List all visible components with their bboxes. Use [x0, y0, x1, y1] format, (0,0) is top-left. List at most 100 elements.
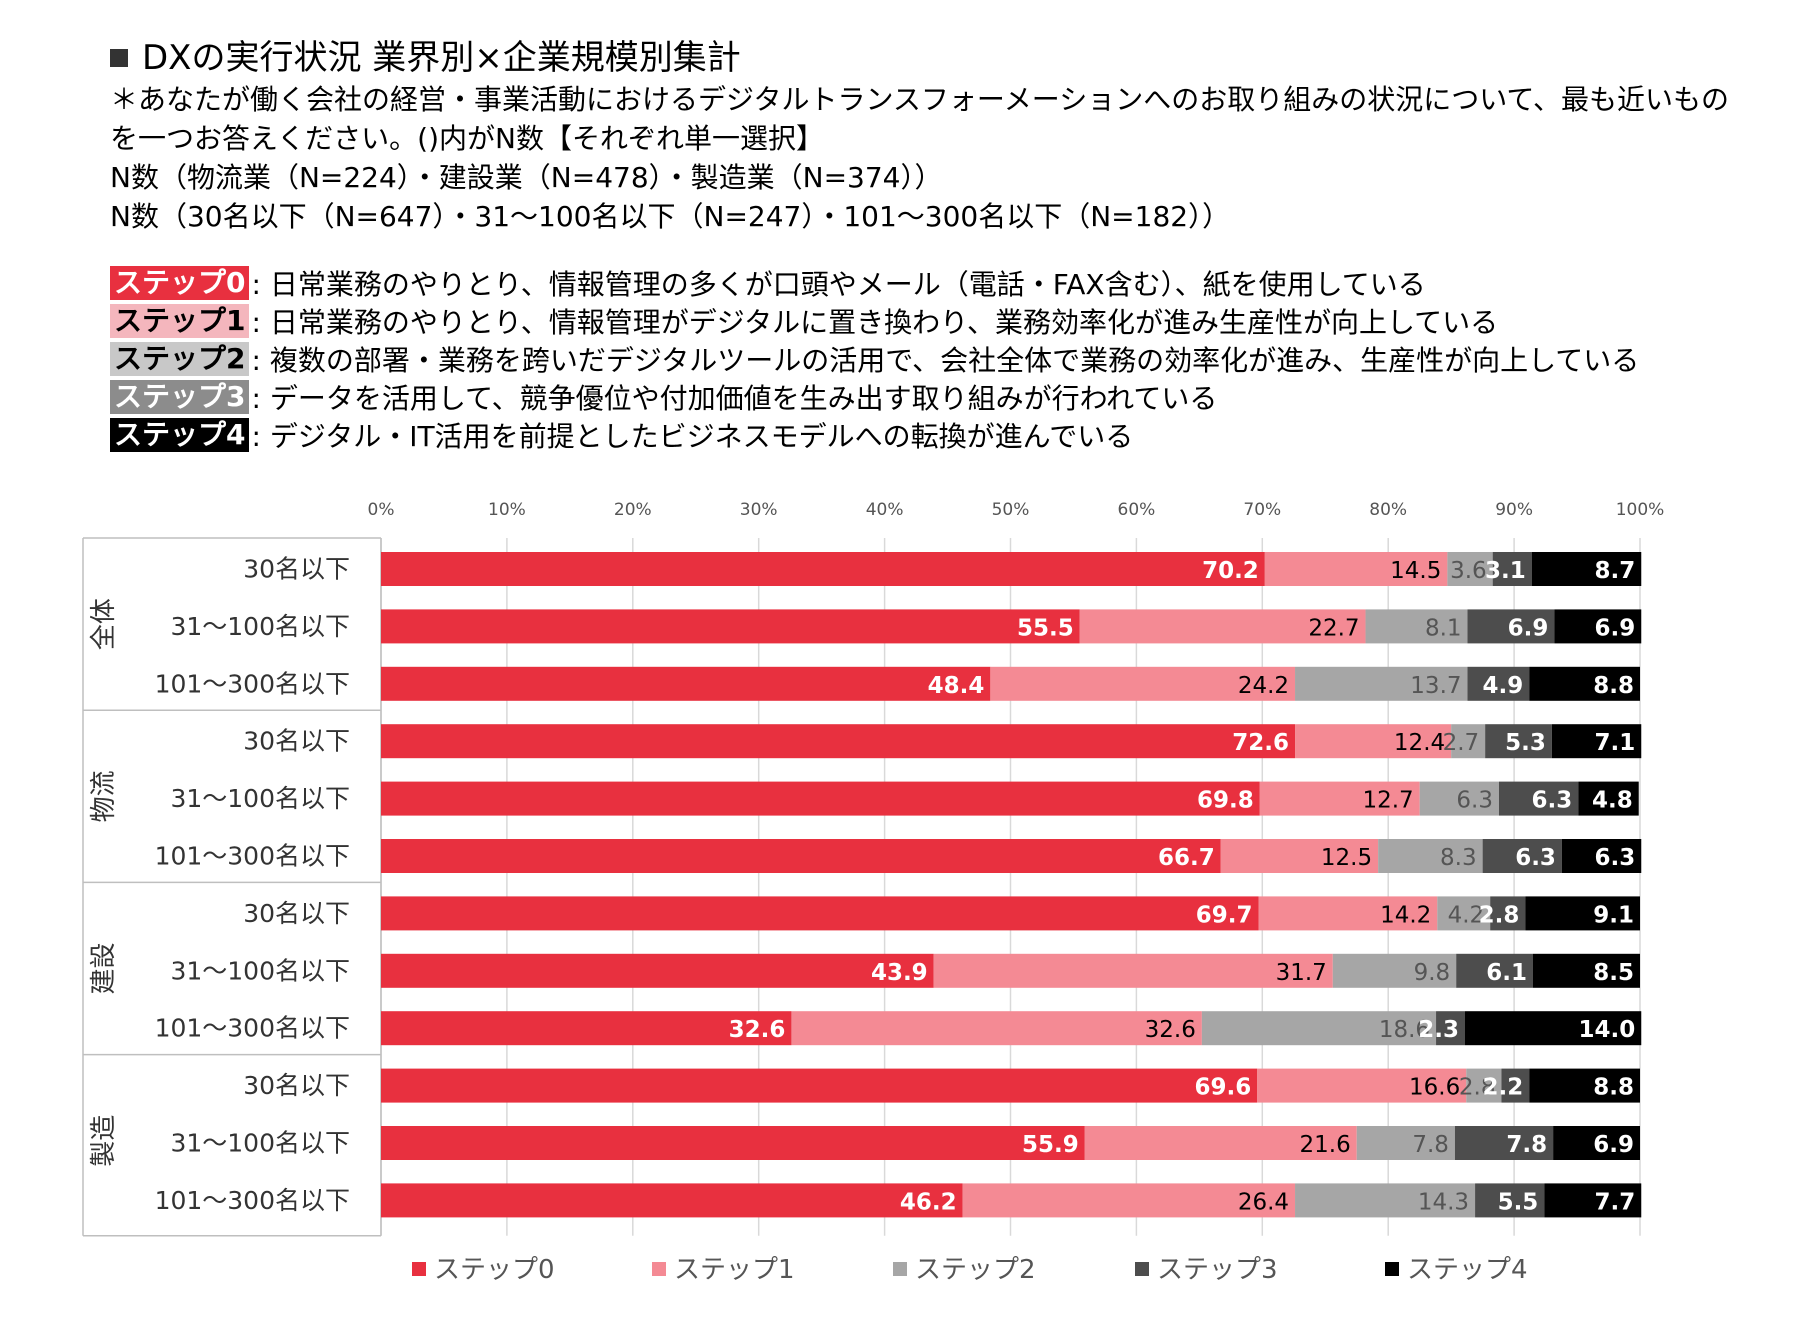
bar-segment-4 [1525, 896, 1640, 931]
square-bullet-icon [110, 49, 128, 67]
data-label: 5.5 [1498, 1189, 1539, 1215]
x-tick-label: 60% [1118, 500, 1156, 520]
bar-segment-4 [1544, 1183, 1642, 1218]
x-tick-label: 20% [614, 500, 652, 520]
bar-segment-0 [381, 552, 1265, 586]
n-industry: N数（物流業（N=224）・建設業（N=478）・製造業（N=374）） [110, 161, 943, 194]
chart-header: DXの実行状況 業界別×企業規模別集計 ＊あなたが働く会社の経営・事業活動におけ… [110, 36, 1750, 236]
data-label: 4.2 [1448, 902, 1485, 928]
step-badge-0: ステップ0 [110, 266, 250, 300]
survey-question: ＊あなたが働く会社の経営・事業活動におけるデジタルトランスフォーメーションへのお… [110, 83, 1729, 155]
bar-segment-1 [990, 666, 1296, 701]
group-label: 物流 [89, 770, 119, 822]
bar-segment-0 [381, 1126, 1085, 1160]
data-label: 6.3 [1456, 788, 1493, 814]
step-definition-0: ステップ0 : 日常業務のやりとり、情報管理の多くが口頭やメール（電話・FAX含… [110, 264, 1639, 302]
data-label: 14.0 [1579, 1017, 1636, 1043]
data-label: 21.6 [1300, 1132, 1351, 1158]
bar-segment-3 [1467, 666, 1530, 701]
bar-segment-1 [933, 953, 1333, 988]
bar-segment-3 [1492, 552, 1532, 586]
category-label: 31～100名以下 [170, 1129, 350, 1158]
data-label: 2.8 [1459, 1075, 1496, 1101]
bar-segment-1 [1295, 724, 1452, 759]
data-label: 43.9 [871, 960, 928, 986]
bar-segment-4 [1551, 724, 1642, 759]
x-tick-label: 100% [1616, 500, 1665, 520]
bar-segment-1 [1220, 839, 1379, 873]
data-label: 7.1 [1595, 730, 1636, 756]
legend-swatch [893, 1262, 907, 1276]
data-label: 32.6 [1145, 1017, 1196, 1043]
bar-segment-2 [1437, 896, 1491, 931]
data-label: 69.6 [1195, 1075, 1252, 1101]
bar-segment-0 [381, 724, 1296, 759]
step-definition-3: ステップ3 : データを活用して、競争優位や付加価値を生み出す取り組みが行われて… [110, 378, 1639, 416]
step-desc-3: : データを活用して、競争優位や付加価値を生み出す取り組みが行われている [251, 382, 1218, 415]
step-definitions: ステップ0 : 日常業務のやりとり、情報管理の多くが口頭やメール（電話・FAX含… [110, 264, 1639, 454]
data-label: 8.1 [1425, 615, 1462, 641]
group-label: 全体 [89, 598, 119, 650]
x-tick-label: 40% [866, 500, 904, 520]
bar-segment-3 [1490, 896, 1526, 931]
data-label: 31.7 [1276, 960, 1327, 986]
bar-segment-0 [381, 1068, 1258, 1103]
bar-segment-0 [381, 896, 1259, 931]
bar-segment-4 [1464, 1011, 1642, 1046]
x-tick-label: 80% [1369, 500, 1407, 520]
bar-segment-2 [1378, 839, 1483, 873]
data-label: 12.7 [1362, 788, 1413, 814]
legend-label: ステップ3 [1157, 1255, 1278, 1285]
category-label: 31～100名以下 [170, 956, 350, 985]
data-label: 6.3 [1532, 788, 1573, 814]
x-tick-label: 30% [740, 500, 778, 520]
data-label: 32.6 [729, 1017, 786, 1043]
legend-swatch [1385, 1262, 1399, 1276]
data-label: 7.8 [1412, 1132, 1449, 1158]
legend-label: ステップ0 [434, 1255, 555, 1285]
data-label: 3.6 [1450, 558, 1487, 584]
group-label: 製造 [89, 1115, 119, 1167]
bar-segment-2 [1201, 1011, 1437, 1046]
data-label: 2.3 [1418, 1017, 1459, 1043]
bar-segment-1 [1257, 1068, 1467, 1103]
x-tick-label: 50% [992, 500, 1030, 520]
data-label: 12.4 [1394, 730, 1445, 756]
data-label: 69.8 [1197, 788, 1254, 814]
bar-segment-3 [1485, 724, 1552, 759]
data-label: 46.2 [900, 1189, 957, 1215]
data-label: 14.5 [1390, 558, 1441, 584]
bar-segment-4 [1554, 609, 1642, 644]
data-label: 24.2 [1238, 673, 1289, 699]
step-desc-0: : 日常業務のやりとり、情報管理の多くが口頭やメール（電話・FAX含む）、紙を使… [251, 268, 1426, 301]
bar-segment-0 [381, 1011, 792, 1046]
bar-segment-2 [1447, 552, 1493, 586]
bar-segment-2 [1295, 666, 1468, 701]
step-definition-2: ステップ2 : 複数の部署・業務を跨いだデジタルツールの活用で、会社全体で業務の… [110, 340, 1639, 378]
data-label: 8.7 [1595, 558, 1636, 584]
bar-segment-0 [381, 953, 934, 988]
data-label: 2.2 [1482, 1075, 1523, 1101]
category-label: 31～100名以下 [170, 612, 350, 641]
bar-segment-3 [1482, 839, 1562, 873]
step-desc-2: : 複数の部署・業務を跨いだデジタルツールの活用で、会社全体で業務の効率化が進み… [251, 344, 1640, 377]
category-label: 101～300名以下 [155, 842, 350, 871]
data-label: 18.6 [1379, 1017, 1430, 1043]
bar-segment-0 [381, 839, 1221, 873]
data-label: 9.1 [1593, 902, 1634, 928]
data-label: 2.7 [1443, 730, 1480, 756]
category-label: 101～300名以下 [155, 1186, 350, 1215]
data-label: 14.2 [1380, 902, 1431, 928]
data-label: 8.5 [1593, 960, 1634, 986]
legend-label: ステップ2 [915, 1255, 1036, 1285]
data-label: 55.5 [1017, 615, 1074, 641]
page-title: DXの実行状況 業界別×企業規模別集計 [142, 38, 741, 78]
category-label: 30名以下 [243, 555, 350, 584]
bar-segment-2 [1332, 953, 1457, 988]
step-definition-1: ステップ1 : 日常業務のやりとり、情報管理がデジタルに置き換わり、業務効率化が… [110, 302, 1639, 340]
step-badge-4: ステップ4 [110, 418, 250, 452]
bar-segment-4 [1578, 781, 1639, 816]
bar-segment-0 [381, 1183, 963, 1218]
bar-segment-4 [1532, 953, 1640, 988]
bar-segment-3 [1436, 1011, 1465, 1046]
